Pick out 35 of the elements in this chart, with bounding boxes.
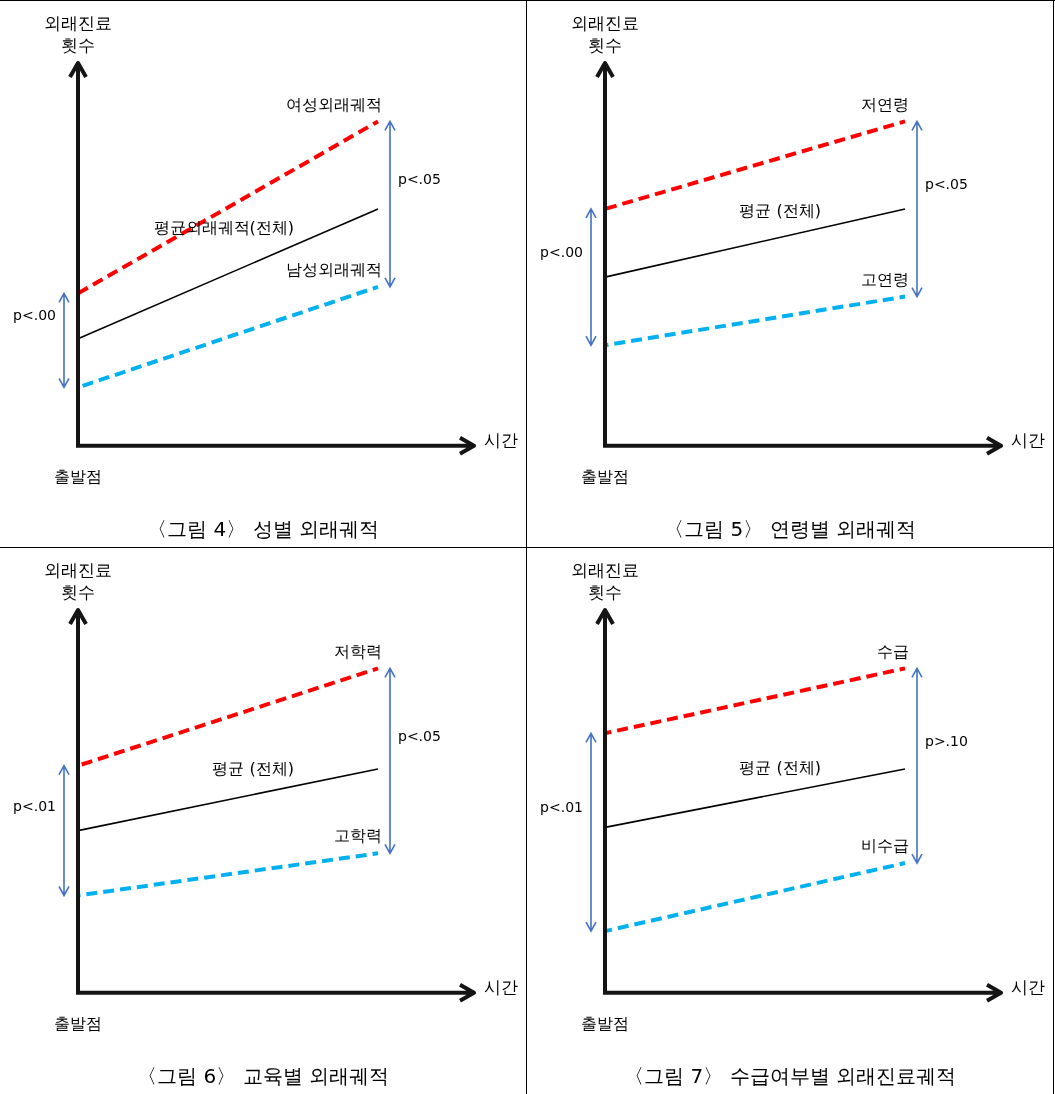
y-axis-title: 외래진료 횟수 (44, 12, 112, 55)
text: 〈그림 7〉 수급여부별 외래진료궤적 (623, 1063, 957, 1090)
series-label: 고학력 (334, 826, 382, 846)
annotation: p<.05 (925, 175, 968, 192)
series-label: 남성외래궤적 (286, 260, 382, 279)
text: 출발점 (54, 466, 102, 486)
x-axis-title: 시간 (1011, 977, 1045, 998)
y-axis-title: 외래진료 횟수 (571, 559, 639, 602)
text: p<.01 (540, 799, 583, 816)
x-axis-title: 시간 (484, 977, 518, 998)
annotation: p<.05 (398, 727, 441, 744)
text: 출발점 (54, 1013, 102, 1033)
text: p<.00 (540, 244, 583, 261)
x-axis-title: 시간 (1011, 430, 1045, 451)
text: 〈그림 6〉 교육별 외래궤적 (136, 1063, 390, 1090)
series-label: 여성외래궤적 (286, 94, 382, 114)
annotation: p<.05 (398, 171, 441, 188)
series-label: 저학력 (334, 641, 382, 661)
series-label: 평균 (전체) (212, 759, 294, 779)
text: 〈그림 5〉 연령별 외래궤적 (663, 516, 917, 543)
text: 출발점 (581, 466, 629, 486)
series-label: 비수급 (861, 836, 909, 856)
text: 〈그림 4〉 성별 외래궤적 (146, 516, 380, 543)
series-label: 고연령 (861, 269, 909, 289)
series-label: 저연령 (861, 94, 909, 114)
annotation: p>.10 (925, 732, 968, 749)
y-axis-title: 외래진료 횟수 (44, 559, 112, 602)
text: 출발점 (581, 1013, 629, 1033)
text: p<.00 (13, 307, 56, 324)
text: p<.01 (13, 797, 56, 814)
series-label: 평균 (전체) (739, 758, 821, 778)
x-axis-title: 시간 (484, 430, 518, 451)
series-label: 평균 (전체) (739, 201, 821, 221)
y-axis-title: 외래진료 횟수 (571, 12, 639, 55)
series-label: 수급 (877, 641, 909, 661)
